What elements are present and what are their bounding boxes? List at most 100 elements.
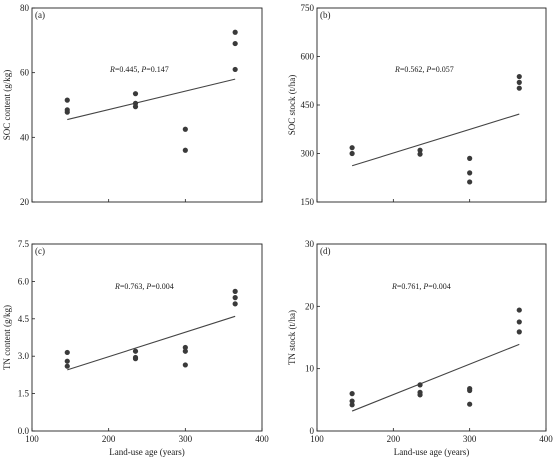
data-point bbox=[132, 104, 139, 110]
stat-symbol: R bbox=[114, 282, 120, 291]
y-tick-label: 7.5 bbox=[18, 239, 30, 249]
data-point bbox=[467, 179, 473, 185]
panel-d: (d) 0 10 20 30 100 200 300 400 TN stock (t/ha) Lan… bbox=[287, 239, 553, 457]
y-axis-label: SOC content (g/kg) bbox=[2, 70, 12, 141]
data-point bbox=[232, 66, 238, 73]
y-axis-label: TN stock (t/ha) bbox=[287, 310, 297, 365]
regression-line bbox=[67, 78, 236, 121]
data-point bbox=[417, 147, 423, 153]
x-tick-label: 300 bbox=[463, 434, 477, 444]
stat-value: =0.057 bbox=[431, 65, 454, 74]
x-tick-label: 400 bbox=[539, 434, 553, 444]
data-point bbox=[516, 85, 522, 91]
stat-symbol: P bbox=[140, 65, 146, 74]
x-tick-label: 200 bbox=[387, 434, 401, 444]
y-tick-label: 150 bbox=[301, 197, 315, 207]
stat-symbol: R bbox=[391, 282, 397, 291]
data-point bbox=[232, 288, 238, 294]
y-tick-label: 10 bbox=[305, 364, 315, 374]
x-tick-label: 100 bbox=[25, 434, 39, 444]
data-point bbox=[349, 398, 355, 404]
data-point bbox=[417, 382, 423, 388]
data-point bbox=[182, 344, 188, 351]
plot-frame bbox=[316, 243, 547, 432]
x-axis-label: Land-use age (years) bbox=[394, 447, 469, 457]
data-point bbox=[232, 40, 238, 47]
data-point bbox=[232, 301, 238, 307]
stat-annotation: R=0.763, P=0.004 bbox=[114, 282, 174, 291]
stat-annotation: R=0.445, P=0.147 bbox=[109, 65, 169, 74]
data-point bbox=[467, 387, 473, 394]
stat-value: =0.147 bbox=[146, 65, 169, 74]
y-tick-label: 80 bbox=[20, 3, 30, 13]
regression-line bbox=[351, 343, 520, 412]
panel-label: (b) bbox=[320, 10, 331, 20]
x-tick-label: 100 bbox=[310, 434, 324, 444]
stat-value: =0.004 bbox=[428, 282, 451, 291]
y-tick-label: 4.5 bbox=[18, 314, 30, 324]
stat-symbol: P bbox=[425, 65, 431, 74]
y-tick-label: 0.0 bbox=[18, 426, 30, 436]
data-point bbox=[64, 363, 70, 369]
data-point bbox=[516, 73, 522, 80]
data-point bbox=[64, 358, 70, 364]
data-point bbox=[132, 356, 139, 362]
y-axis-label: TN content (g/kg) bbox=[2, 305, 12, 370]
y-tick-label: 20 bbox=[305, 301, 315, 311]
data-point bbox=[516, 79, 522, 85]
x-tick-label: 400 bbox=[255, 434, 269, 444]
stat-value: =0.004 bbox=[151, 282, 174, 291]
y-tick-label: 6.0 bbox=[18, 276, 30, 286]
regression-line bbox=[351, 113, 520, 167]
data-point bbox=[349, 145, 355, 151]
data-point bbox=[182, 147, 188, 153]
data-point bbox=[516, 329, 522, 335]
panel-label: (d) bbox=[320, 246, 331, 256]
data-point bbox=[64, 109, 70, 115]
stat-symbol: R bbox=[394, 65, 400, 74]
y-tick-label: 750 bbox=[301, 3, 315, 13]
y-tick-label: 1.5 bbox=[18, 389, 30, 399]
stat-value: =0.562, bbox=[400, 65, 427, 74]
y-tick-label: 30 bbox=[305, 239, 315, 249]
data-point bbox=[64, 97, 70, 103]
panel-label: (c) bbox=[35, 246, 45, 256]
y-tick-label: 60 bbox=[20, 68, 30, 78]
x-axis-label: Land-use age (years) bbox=[109, 447, 184, 457]
data-point bbox=[516, 307, 522, 313]
panel-a: (a) 20 40 60 80 SOC content (g/kg) R=0.445, P=… bbox=[2, 3, 263, 207]
y-tick-label: 600 bbox=[301, 52, 315, 62]
y-tick-label: 20 bbox=[20, 197, 30, 207]
plot-frame bbox=[316, 7, 547, 203]
y-tick-label: 300 bbox=[301, 149, 315, 159]
stat-symbol: P bbox=[145, 282, 151, 291]
stat-annotation: R=0.761, P=0.004 bbox=[391, 282, 451, 291]
stat-symbol: P bbox=[422, 282, 428, 291]
y-tick-label: 3.0 bbox=[18, 351, 30, 361]
data-point bbox=[467, 170, 473, 176]
panel-c: (c) 0.0 1.5 3.0 4.5 6.0 7.5 100 200 300 400 TN cont… bbox=[2, 239, 269, 457]
stat-annotation: R=0.562, P=0.057 bbox=[394, 65, 454, 74]
data-point bbox=[349, 391, 355, 397]
data-point bbox=[232, 29, 238, 35]
data-point bbox=[182, 126, 188, 132]
panel-b: (b) 150 300 450 600 750 SOC stock (t/ha) R=0.56… bbox=[287, 3, 547, 207]
stat-value: =0.761, bbox=[397, 282, 424, 291]
data-point bbox=[132, 91, 139, 97]
x-tick-label: 300 bbox=[179, 434, 193, 444]
stat-value: =0.763, bbox=[120, 282, 147, 291]
data-point bbox=[467, 155, 473, 161]
stat-symbol: R bbox=[109, 65, 115, 74]
y-tick-label: 0 bbox=[310, 426, 315, 436]
data-point bbox=[417, 151, 423, 157]
data-point bbox=[132, 348, 139, 354]
y-tick-label: 450 bbox=[301, 100, 315, 110]
regression-line bbox=[67, 315, 236, 371]
data-point bbox=[232, 295, 238, 301]
panel-label: (a) bbox=[35, 10, 45, 20]
data-point bbox=[349, 150, 355, 157]
data-point bbox=[182, 348, 188, 354]
y-tick-label: 40 bbox=[20, 132, 30, 142]
data-point bbox=[64, 349, 70, 356]
